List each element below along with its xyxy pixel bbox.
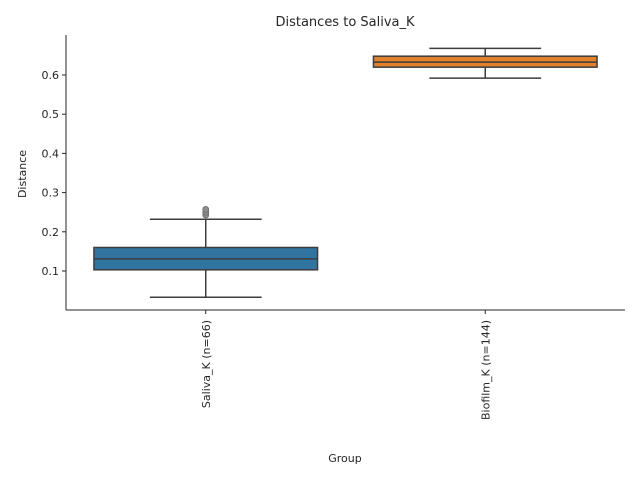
x-tick-label: Saliva_K (n=66) [200,320,213,408]
y-tick-label: 0.4 [42,147,60,160]
x-tick-label: Biofilm_K (n=144) [479,320,492,420]
box-group [372,47,598,79]
x-axis-ticks: Saliva_K (n=66) Biofilm_K (n=144) [200,310,492,420]
y-axis-ticks: 0.1 0.2 0.3 0.4 0.5 0.6 [42,69,66,278]
y-tick-label: 0.1 [42,265,60,278]
y-axis-label: Distance [16,150,29,198]
outlier-point [202,206,210,213]
boxes-layer [93,47,598,299]
chart-title: Distances to Saliva_K [275,15,415,30]
y-tick-label: 0.2 [42,226,60,239]
y-tick-label: 0.5 [42,108,60,121]
y-tick-label: 0.6 [42,69,60,82]
x-axis-label: Group [328,452,362,465]
box-group [93,206,319,299]
y-tick-label: 0.3 [42,187,60,200]
